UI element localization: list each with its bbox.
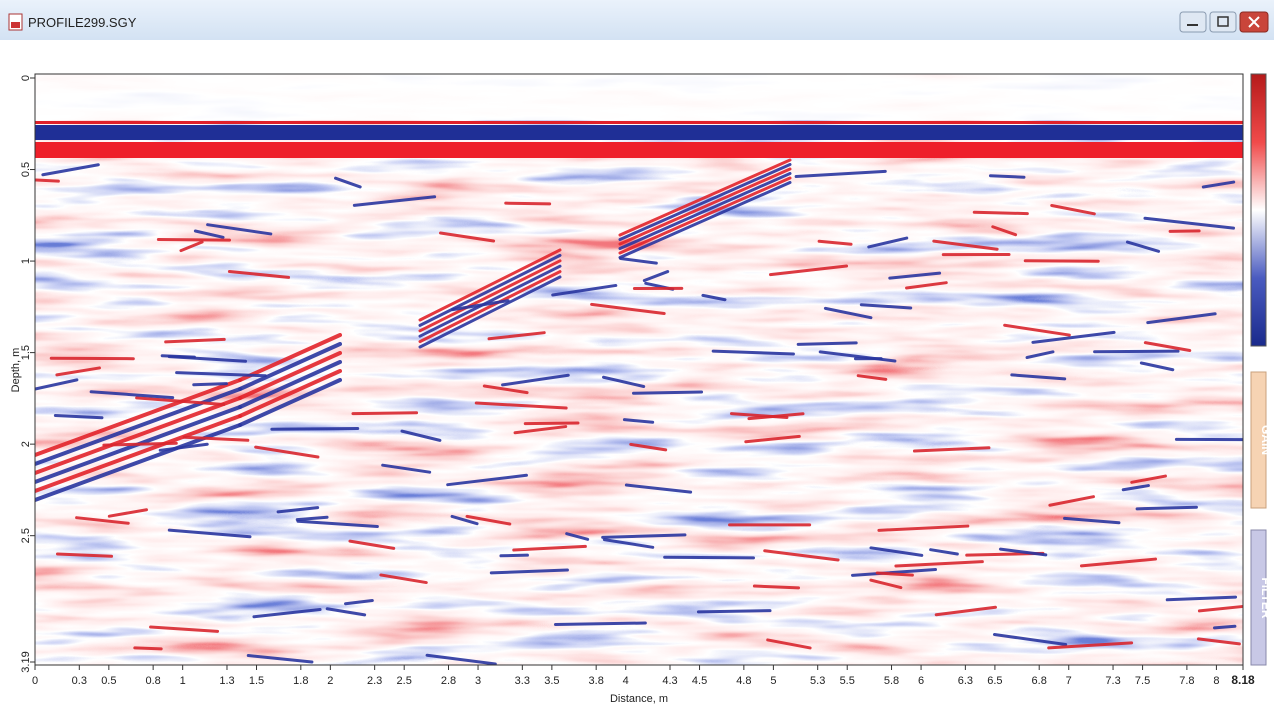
direct-wave-blue xyxy=(35,125,1243,140)
x-tick-label: 5 xyxy=(770,675,776,687)
reflector xyxy=(974,212,1027,213)
x-tick-label: 4.8 xyxy=(736,675,751,687)
reflector xyxy=(877,573,912,575)
x-tick-label: 0.3 xyxy=(72,675,87,687)
air-zone xyxy=(35,74,1243,120)
x-tick-label: 8.18 xyxy=(1231,673,1255,687)
x-tick-label: 8 xyxy=(1213,675,1219,687)
y-tick-label: 2.5 xyxy=(20,528,32,543)
x-tick-label: 4 xyxy=(623,675,629,687)
x-tick-label: 5.3 xyxy=(810,675,825,687)
x-tick-label: 1.5 xyxy=(249,675,264,687)
x-tick-label: 3.3 xyxy=(515,675,530,687)
x-tick-label: 6.3 xyxy=(958,675,973,687)
x-tick-label: 2 xyxy=(327,675,333,687)
y-tick-label: 0.5 xyxy=(20,162,32,177)
surface-reflection xyxy=(35,121,1243,124)
reflector xyxy=(194,384,227,385)
x-tick-label: 3.5 xyxy=(544,675,559,687)
window-title: PROFILE299.SGY xyxy=(28,15,137,30)
reflector xyxy=(798,343,856,344)
x-tick-label: 6 xyxy=(918,675,924,687)
reflector xyxy=(135,648,161,649)
y-tick-label: 0 xyxy=(20,75,32,81)
reflector xyxy=(158,239,229,240)
filter-label: FILTER xyxy=(1259,577,1273,618)
reflector xyxy=(665,557,754,558)
reflector xyxy=(272,428,358,429)
reflector xyxy=(353,413,417,414)
direct-wave-red xyxy=(35,142,1243,158)
x-tick-label: 5.8 xyxy=(884,675,899,687)
window: PROFILE299.SGY GAIN FILTER Distance, m D… xyxy=(0,0,1274,708)
color-bar xyxy=(1251,74,1266,346)
gain-label: GAIN xyxy=(1259,425,1273,455)
y-tick-label: 1.5 xyxy=(20,345,32,360)
title-bar xyxy=(0,0,1274,40)
reflector xyxy=(1215,626,1235,628)
x-tick-label: 0 xyxy=(32,675,38,687)
reflector xyxy=(1137,507,1196,509)
x-tick-label: 3.8 xyxy=(589,675,604,687)
x-tick-label: 7 xyxy=(1066,675,1072,687)
x-tick-label: 1 xyxy=(180,675,186,687)
x-tick-label: 4.5 xyxy=(692,675,707,687)
x-tick-label: 4.3 xyxy=(662,675,677,687)
reflector xyxy=(501,555,528,556)
x-tick-label: 6.5 xyxy=(987,675,1002,687)
radargram xyxy=(35,74,1244,665)
restore-button[interactable] xyxy=(1210,12,1236,32)
reflector xyxy=(506,203,550,204)
x-tick-label: 7.8 xyxy=(1179,675,1194,687)
reflector xyxy=(525,423,578,424)
x-tick-label: 1.3 xyxy=(219,675,234,687)
reflector xyxy=(990,176,1024,178)
x-tick-label: 5.5 xyxy=(840,675,855,687)
reflector xyxy=(555,623,645,624)
x-axis-label: Distance, m xyxy=(610,693,668,705)
minimize-button[interactable] xyxy=(1180,12,1206,32)
radargram-texture xyxy=(35,74,1243,665)
reflector xyxy=(1095,351,1178,352)
y-tick-label: 2 xyxy=(20,441,32,447)
x-tick-label: 2.5 xyxy=(397,675,412,687)
reflector xyxy=(36,180,58,181)
reflector xyxy=(633,392,701,393)
x-tick-label: 1.8 xyxy=(293,675,308,687)
x-tick-label: 3 xyxy=(475,675,481,687)
x-tick-label: 2.8 xyxy=(441,675,456,687)
x-tick-label: 7.5 xyxy=(1135,675,1150,687)
reflector xyxy=(104,443,176,445)
x-tick-label: 0.8 xyxy=(145,675,160,687)
x-tick-label: 6.8 xyxy=(1032,675,1047,687)
y-tick-label: 1 xyxy=(20,258,32,264)
file-icon-mark xyxy=(11,22,20,28)
x-tick-label: 0.5 xyxy=(101,675,116,687)
reflector xyxy=(754,586,798,588)
x-tick-label: 7.3 xyxy=(1105,675,1120,687)
y-tick-label: 3.19 xyxy=(20,651,32,672)
reflector xyxy=(698,611,770,612)
x-tick-label: 2.3 xyxy=(367,675,382,687)
